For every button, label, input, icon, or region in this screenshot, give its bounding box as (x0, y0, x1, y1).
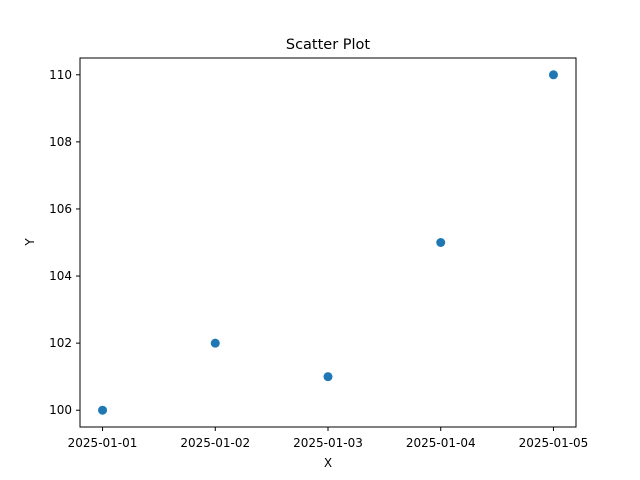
y-tick-label: 110 (49, 68, 72, 82)
y-tick-label: 100 (49, 403, 72, 417)
data-point (436, 238, 446, 247)
y-tick-label: 104 (49, 269, 72, 283)
scatter-points (98, 70, 558, 415)
x-tick-label: 2025-01-03 (293, 436, 363, 450)
x-tick-label: 2025-01-05 (519, 436, 589, 450)
y-axis-label: Y (23, 238, 37, 247)
y-tick-label: 102 (49, 336, 72, 350)
data-point (98, 405, 108, 415)
data-point (548, 70, 558, 80)
data-point (210, 338, 220, 348)
x-tick-label: 2025-01-04 (406, 436, 476, 450)
y-tick-label: 108 (49, 135, 72, 149)
y-axis-ticks: 100 102 104 106 108 110 (49, 68, 80, 417)
data-point (323, 372, 333, 382)
plot-frame (79, 57, 577, 428)
y-tick-label: 106 (49, 202, 72, 216)
x-tick-label: 2025-01-01 (68, 436, 138, 450)
x-axis-ticks: 2025-01-01 2025-01-02 2025-01-03 2025-01-04… (68, 427, 589, 450)
x-axis-label: X (324, 456, 332, 470)
chart-title: Scatter Plot (286, 37, 371, 53)
x-tick-label: 2025-01-02 (180, 436, 250, 450)
